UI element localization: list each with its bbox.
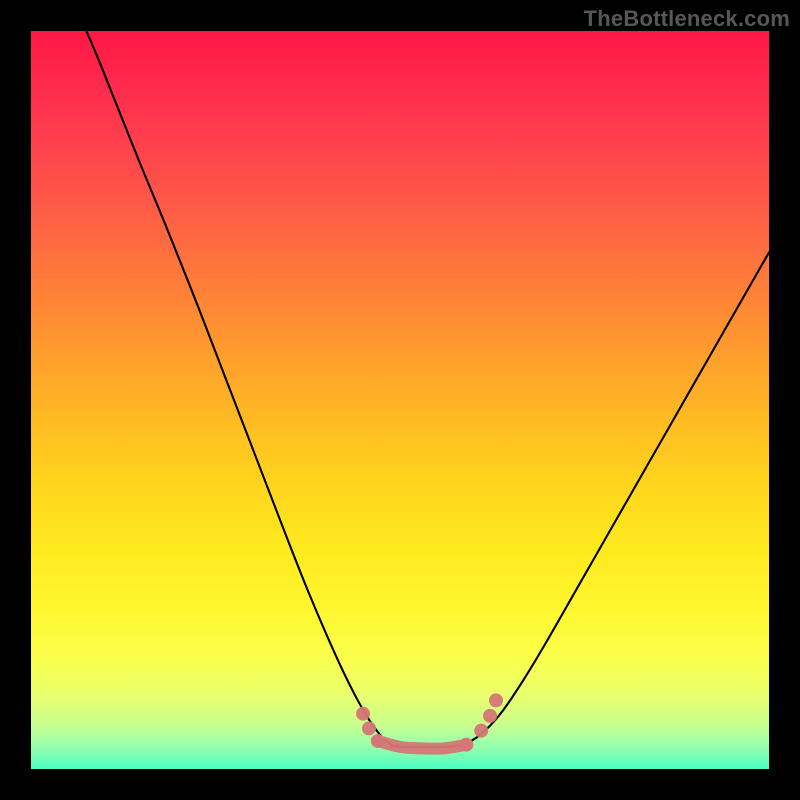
highlight-dot <box>483 709 497 723</box>
highlight-dot <box>459 738 473 752</box>
watermark-label: TheBottleneck.com <box>584 6 790 32</box>
highlight-dot <box>489 693 503 707</box>
highlight-dot <box>356 707 370 721</box>
chart-svg <box>0 0 800 800</box>
bottleneck-chart: TheBottleneck.com <box>0 0 800 800</box>
highlight-dot <box>474 724 488 738</box>
highlight-dot <box>371 734 385 748</box>
highlight-dot <box>362 721 376 735</box>
gradient-background <box>31 31 769 769</box>
